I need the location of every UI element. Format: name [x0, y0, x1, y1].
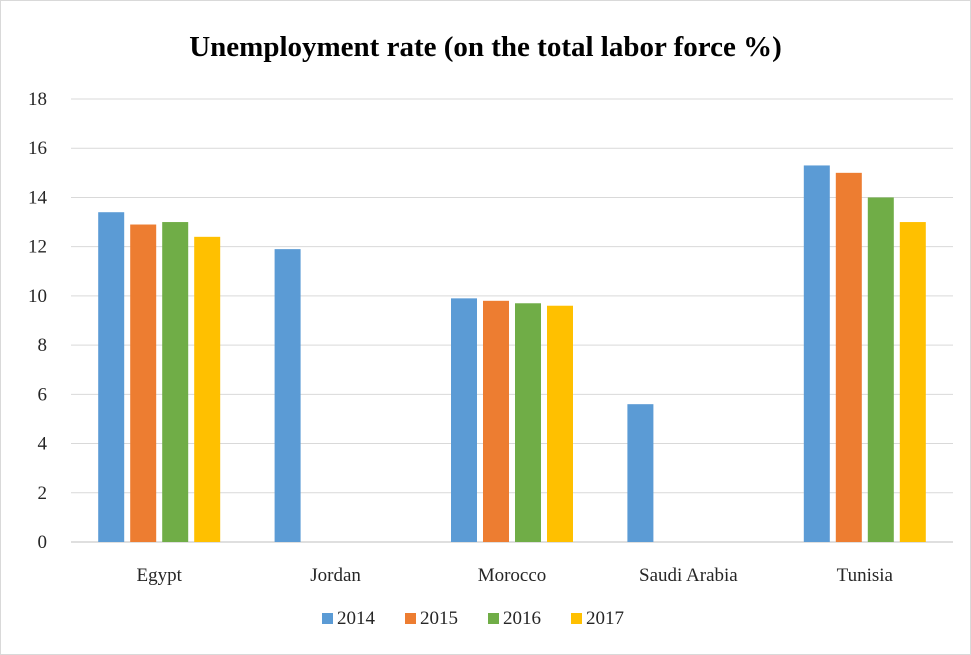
y-tick-label: 18 — [28, 89, 47, 110]
bar-2014-saudi-arabia — [627, 404, 654, 542]
bar-2017-egypt — [194, 236, 221, 543]
bar-2014-jordan — [274, 249, 301, 542]
bar-2017-morocco — [547, 305, 573, 542]
legend-label: 2016 — [503, 608, 541, 629]
legend-swatch-2016 — [488, 613, 499, 624]
y-tick-label: 2 — [38, 483, 48, 504]
bar-2016-tunisia — [867, 197, 894, 542]
bar-2016-morocco — [515, 303, 541, 542]
bar-2014-egypt — [98, 212, 125, 542]
y-tick-label: 10 — [28, 286, 47, 307]
legend-swatch-2014 — [322, 613, 333, 624]
y-tick-label: 6 — [38, 384, 48, 405]
legend-label: 2014 — [337, 608, 376, 629]
bar-2015-egypt — [130, 224, 157, 542]
bar-2015-tunisia — [835, 172, 862, 543]
bar-2016-egypt — [162, 222, 189, 543]
y-tick-label: 16 — [28, 138, 47, 159]
x-tick-label: Tunisia — [837, 565, 894, 586]
y-tick-label: 4 — [38, 434, 48, 455]
x-tick-label: Jordan — [310, 565, 361, 586]
legend-label: 2017 — [586, 608, 624, 629]
legend-swatch-2017 — [571, 613, 582, 624]
x-tick-label: Egypt — [137, 565, 183, 586]
x-tick-label: Morocco — [478, 565, 547, 586]
y-tick-label: 8 — [38, 335, 48, 356]
legend-label: 2015 — [420, 608, 458, 629]
y-tick-label: 12 — [28, 237, 47, 258]
chart-title: Unemployment rate (on the total labor fo… — [189, 31, 782, 63]
bar-2017-tunisia — [899, 222, 926, 543]
bar-2014-morocco — [451, 298, 477, 542]
legend-swatch-2015 — [405, 613, 416, 624]
y-tick-label: 14 — [28, 187, 48, 208]
bar-2014-tunisia — [803, 165, 830, 542]
bar-2015-morocco — [483, 300, 509, 542]
x-tick-label: Saudi Arabia — [639, 565, 738, 586]
y-tick-label: 0 — [38, 532, 48, 553]
